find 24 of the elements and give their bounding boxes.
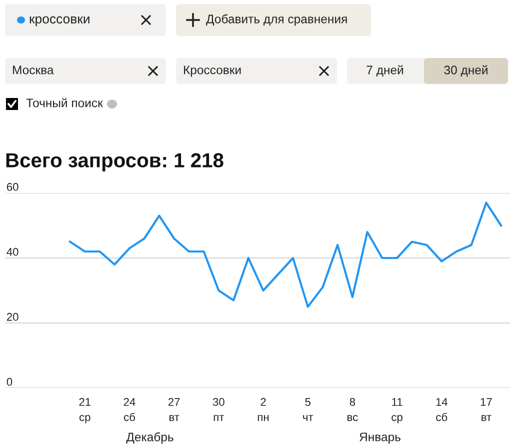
x-tick-label: 30 пт <box>212 398 224 421</box>
x-tick-label: 27 вт <box>168 398 180 421</box>
text: Декабрь <box>126 432 174 444</box>
y-tick-label: 0 <box>6 378 12 386</box>
x-tick-label: 11 ср <box>392 398 402 424</box>
text: Кроссовки <box>184 66 241 77</box>
chart-title: Всего запросов: 1 218 <box>6 153 224 172</box>
x-tick-label: 24 сб <box>124 398 136 422</box>
x-tick-label: 8 вс <box>348 398 358 422</box>
y-tick-label: 20 <box>6 312 18 321</box>
x-tick-label: 17 вт <box>480 398 492 421</box>
x-tick-label: 21 ср <box>79 398 91 424</box>
x-tick-label: 14 сб <box>436 398 448 422</box>
legend-label: кроссовки <box>30 16 90 26</box>
text: 30 дней <box>444 65 488 77</box>
text: Точный поиск <box>26 98 103 108</box>
text: 7 дней <box>366 65 404 77</box>
y-tick-label: 60 <box>6 182 18 191</box>
text: Москва <box>13 66 54 74</box>
text: Добавить для сравнения <box>206 14 347 26</box>
text: Январь <box>360 432 400 444</box>
x-tick-label: 2 пн <box>258 398 269 421</box>
x-tick-label: 5 чт <box>303 398 314 421</box>
y-tick-label: 40 <box>6 248 18 256</box>
